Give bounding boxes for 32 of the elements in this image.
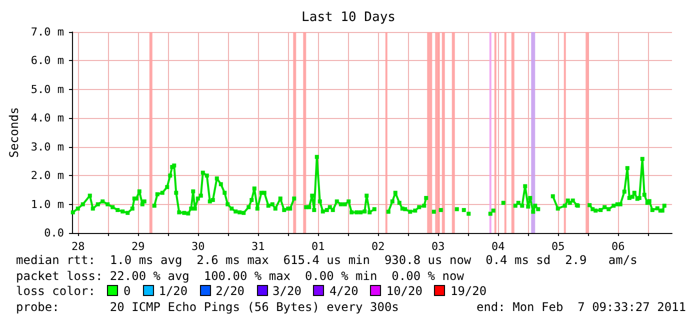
y-tick-label: 6.0 m: [30, 54, 64, 68]
text: 1/20: [158, 284, 188, 298]
x-tick-label: 03: [432, 240, 445, 253]
text: 0: [123, 284, 131, 298]
x-tick-label: 30: [192, 240, 205, 253]
x-tick-label: 31: [252, 240, 265, 253]
text: 10/20: [386, 284, 422, 298]
x-tick-label: 01: [312, 240, 325, 253]
y-tick-label: 3.0 m: [30, 140, 64, 154]
y-tick-label: 5.0 m: [30, 82, 64, 96]
text: median rtt: 1.0 ms avg 2.6 ms max 615.4 us min 930.8 us now 0.4 ms sd 2.9 am/s: [16, 253, 638, 268]
text: loss color:: [16, 284, 96, 298]
text: 3/20: [272, 284, 302, 298]
y-tick-label: 0.0: [44, 226, 64, 240]
text: packet loss: 22.00 % avg 100.00 % max 0.00 % min 0.00 % now: [16, 268, 465, 284]
text: 19/20: [450, 284, 487, 298]
y-tick-label: 1.0 m: [30, 198, 64, 211]
x-tick-label: 02: [372, 240, 385, 253]
x-tick-label: 05: [552, 240, 565, 253]
x-tick-label: 06: [612, 240, 625, 253]
y-tick-label: 7.0 m: [30, 26, 64, 38]
y-axis-title: Seconds: [7, 107, 21, 158]
text: end: Mon Feb 7 09:33:27 2011: [476, 300, 686, 315]
text: probe: 20 ICMP Echo Pings (56 Bytes) every 300s: [16, 300, 399, 314]
y-tick-label: 2.0 m: [30, 169, 64, 182]
chart-title: Last 10 Days: [302, 10, 396, 25]
x-tick-label: 04: [492, 240, 506, 253]
x-tick-label: 29: [132, 240, 145, 253]
text: 2/20: [216, 284, 245, 298]
x-tick-label: 28: [72, 240, 85, 253]
text: 4/20: [329, 284, 358, 298]
y-tick-label: 4.0 m: [30, 112, 64, 125]
